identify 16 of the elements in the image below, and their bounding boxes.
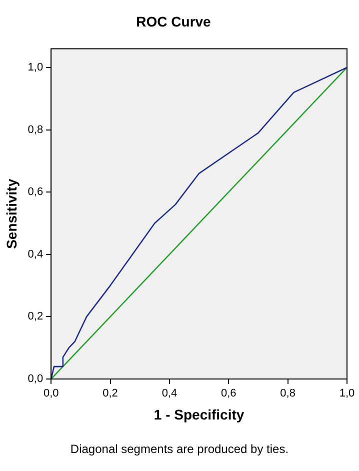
chart-title: ROC Curve	[136, 13, 212, 30]
x-tick-label: 0,2	[102, 388, 118, 400]
y-tick-label: 0,6	[28, 186, 44, 198]
x-tick-label: 1,0	[339, 388, 355, 400]
y-axis-title: Sensitivity	[3, 178, 20, 249]
y-tick-label: 0,0	[28, 373, 44, 386]
y-tick-label: 0,8	[28, 124, 44, 136]
x-tick-label: 0,6	[220, 388, 236, 400]
y-tick-label: 1,0	[28, 62, 44, 74]
x-tick-label: 0,0	[43, 388, 59, 400]
y-tick-label: 0,4	[28, 248, 44, 260]
x-tick-label: 0,4	[162, 388, 178, 400]
x-axis-title: 1 - Specificity	[154, 406, 244, 422]
y-tick-label: 0,2	[28, 310, 44, 323]
text: Diagonal segments are produced by ties.	[69, 442, 290, 456]
x-tick-label: 0,8	[280, 388, 296, 400]
